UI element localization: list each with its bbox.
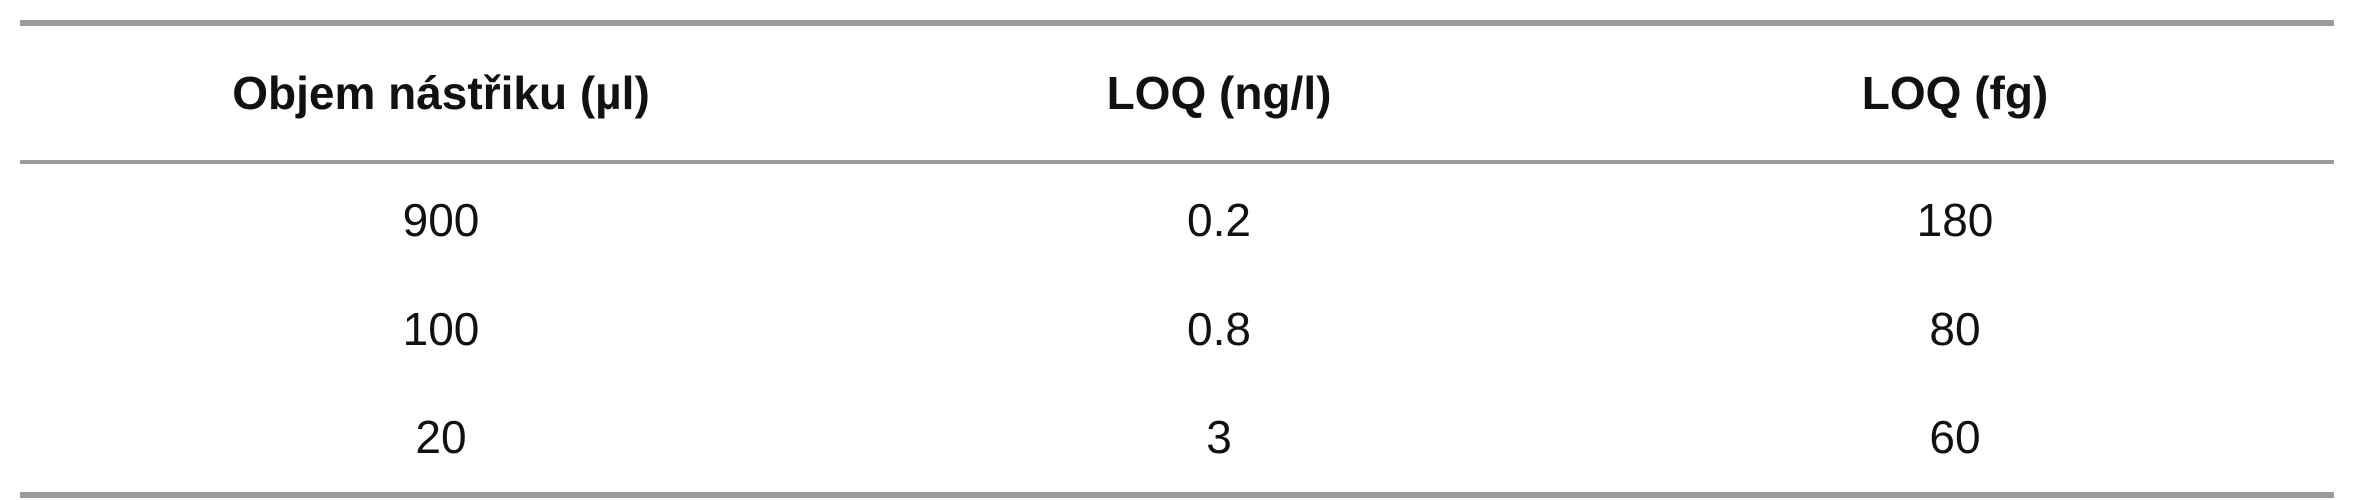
header-loq-concentration: LOQ (ng/l): [1106, 67, 1332, 119]
cell-injection-volume: 20: [415, 411, 467, 463]
header-loq-mass: LOQ (fg): [1861, 67, 2049, 119]
cell-loq-concentration: 3: [1206, 411, 1232, 463]
table-header: Objem nástřiku (µl) LOQ (ng/l) LOQ (fg): [20, 23, 2334, 162]
cell-loq-concentration: 0.8: [1187, 303, 1251, 355]
table-row: 900 0.2 180: [20, 162, 2334, 276]
loq-table: Objem nástřiku (µl) LOQ (ng/l) LOQ (fg) …: [20, 20, 2334, 498]
header-row: Objem nástřiku (µl) LOQ (ng/l) LOQ (fg): [20, 23, 2334, 162]
cell-loq-mass: 180: [1916, 194, 1994, 246]
cell-injection-volume: 900: [402, 194, 480, 246]
table-row: 100 0.8 80: [20, 276, 2334, 382]
cell-injection-volume: 100: [402, 303, 480, 355]
header-injection-volume: Objem nástřiku (µl): [232, 67, 650, 119]
cell-loq-concentration: 0.2: [1187, 194, 1251, 246]
cell-loq-mass: 60: [1929, 411, 1981, 463]
table-body: 900 0.2 180 100 0.8 80 20 3 60: [20, 162, 2334, 495]
cell-loq-mass: 80: [1929, 303, 1981, 355]
table-row: 20 3 60: [20, 382, 2334, 495]
